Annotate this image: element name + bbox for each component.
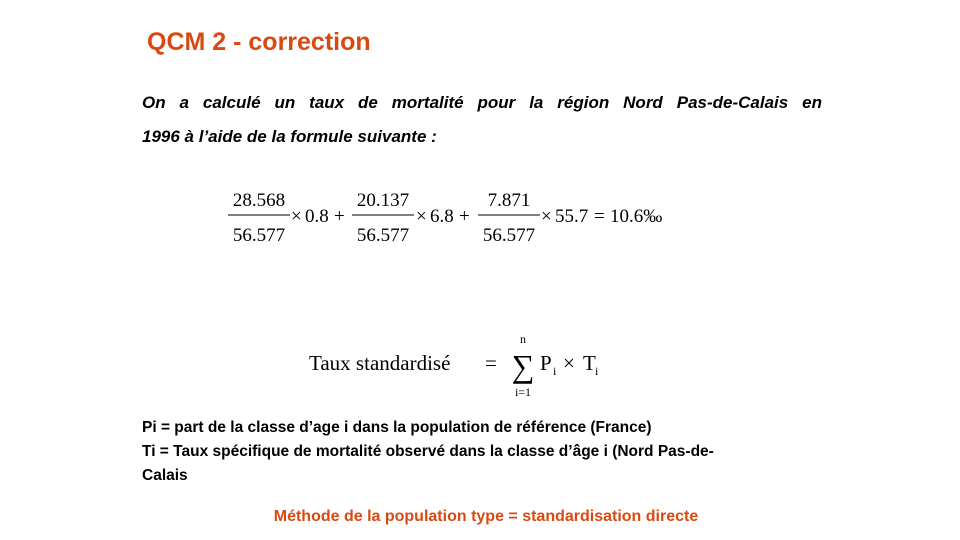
- times-sign-4: ×: [563, 351, 575, 375]
- standardized-rate-formula: Taux standardisé = n ∑ i=1 P i × T i: [309, 332, 599, 399]
- term2-numerator: 20.137: [357, 190, 409, 211]
- definitions: Pi = part de la classe d’age i dans la p…: [142, 416, 818, 488]
- definition-ti-line-2: Calais: [142, 467, 188, 484]
- t-symbol: T: [583, 351, 596, 375]
- t-subscript: i: [595, 364, 599, 378]
- sum-lower-limit: i=1: [515, 385, 531, 399]
- term2-denominator: 56.577: [357, 225, 409, 246]
- term1-factor: 0.8: [305, 206, 329, 227]
- equals-sign: =: [594, 206, 605, 227]
- mortality-formula: 28.568 56.577 × 0.8 + 20.137 56.577 × 6.…: [228, 190, 662, 246]
- term1-denominator: 56.577: [233, 225, 285, 246]
- term3-factor: 55.7: [555, 206, 588, 227]
- method-note: Méthode de la population type = standard…: [0, 508, 960, 526]
- definition-ti-line-1: Ti = Taux spécifique de mortalité observ…: [142, 443, 714, 460]
- sum-upper-limit: n: [520, 332, 526, 346]
- plus-sign-1: +: [334, 206, 345, 227]
- intro-line-2: 1996 à l’aide de la formule suivante :: [142, 127, 437, 146]
- p-subscript: i: [553, 364, 557, 378]
- sum-icon: ∑: [512, 348, 535, 384]
- term3-denominator: 56.577: [483, 225, 535, 246]
- equals-sign-2: =: [485, 351, 497, 375]
- method-text: Méthode de la population type = standard…: [273, 508, 699, 525]
- times-sign-2: ×: [416, 206, 427, 227]
- formula-result: 10.6‰: [610, 206, 662, 227]
- term1-numerator: 28.568: [233, 190, 285, 211]
- definition-pi: Pi = part de la classe d’age i dans la p…: [142, 419, 652, 436]
- times-sign-3: ×: [541, 206, 552, 227]
- plus-sign-2: +: [459, 206, 470, 227]
- standardized-rate-label: Taux standardisé: [309, 351, 450, 375]
- intro-text: On a calculé un taux de mortalité pour l…: [142, 86, 822, 154]
- term2-factor: 6.8: [430, 206, 454, 227]
- p-symbol: P: [540, 351, 552, 375]
- slide-title: QCM 2 - correction: [147, 28, 371, 56]
- intro-line-1: On a calculé un taux de mortalité pour l…: [142, 93, 822, 112]
- term3-numerator: 7.871: [488, 190, 531, 211]
- times-sign-1: ×: [291, 206, 302, 227]
